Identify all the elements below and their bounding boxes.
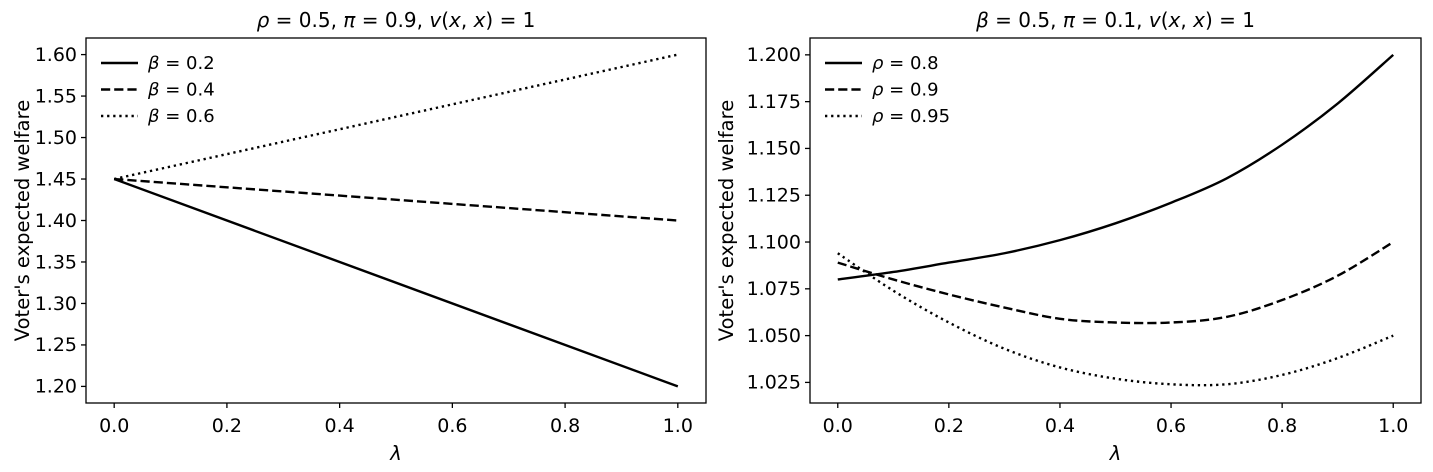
legend: ρ = 0.8 ρ = 0.9 ρ = 0.95 bbox=[825, 53, 950, 127]
legend-label-2: ρ = 0.9 bbox=[872, 80, 939, 101]
series-line-3 bbox=[837, 252, 1394, 387]
y-tick-label: 1.200 bbox=[747, 44, 801, 66]
y-tick-label: 1.45 bbox=[35, 168, 77, 190]
x-tick-label: 0.2 bbox=[934, 415, 964, 437]
series-line-1 bbox=[113, 177, 679, 388]
x-tick-label: 0.8 bbox=[1267, 415, 1297, 437]
series-line-2 bbox=[114, 177, 678, 222]
x-tick-label: 0.0 bbox=[823, 415, 853, 437]
y-tick-label: 1.150 bbox=[747, 138, 801, 160]
y-tick-label: 1.20 bbox=[35, 376, 77, 398]
panel-2-title: β = 0.5, π = 0.1, v(x, x) = 1 bbox=[975, 8, 1255, 32]
x-tick-label: 1.0 bbox=[663, 415, 693, 437]
y-tick-label: 1.50 bbox=[35, 127, 77, 149]
y-tick-label: 1.075 bbox=[747, 278, 801, 300]
series-line-1 bbox=[837, 53, 1395, 281]
legend-label-2: β = 0.4 bbox=[147, 80, 215, 101]
y-tick-label: 1.60 bbox=[35, 44, 77, 66]
y-tick-label: 1.25 bbox=[35, 334, 77, 356]
panel-2: 0.0 0.2 0.4 0.6 0.8 1.0 1.025 1.050 1.075 1.100 1.… bbox=[715, 8, 1422, 465]
x-tick-label: 0.0 bbox=[99, 415, 129, 437]
x-tick-label: 0.8 bbox=[550, 415, 580, 437]
x-tick-label: 0.6 bbox=[437, 415, 467, 437]
axes-box bbox=[809, 37, 1422, 404]
y-axis-label: Voter's expected welfare bbox=[11, 100, 34, 341]
x-tick-label: 0.6 bbox=[1156, 415, 1186, 437]
y-tick-label: 1.55 bbox=[35, 85, 77, 107]
x-tick-label: 1.0 bbox=[1378, 415, 1408, 437]
y-tick-label: 1.050 bbox=[747, 325, 801, 347]
legend-label-1: β = 0.2 bbox=[147, 53, 215, 74]
panel-1-title: ρ = 0.5, π = 0.9, v(x, x) = 1 bbox=[257, 8, 536, 32]
x-tick-label: 0.4 bbox=[325, 415, 355, 437]
panel-1: 0.0 0.2 0.4 0.6 0.8 1.0 1.20 1.25 1.30 1.35 1.40 1.… bbox=[11, 8, 707, 465]
legend-label-1: ρ = 0.8 bbox=[872, 53, 939, 74]
x-axis-label: λ bbox=[389, 442, 402, 465]
y-tick-label: 1.40 bbox=[35, 210, 77, 232]
series-line-3 bbox=[113, 53, 679, 181]
y-tick-label: 1.025 bbox=[747, 372, 801, 394]
legend-label-3: β = 0.6 bbox=[147, 106, 215, 127]
y-tick-label: 1.35 bbox=[35, 251, 77, 273]
x-tick-label: 0.4 bbox=[1045, 415, 1075, 437]
legend: β = 0.2 β = 0.4 β = 0.6 bbox=[101, 53, 215, 127]
y-tick-label: 1.125 bbox=[747, 185, 801, 207]
y-tick-label: 1.175 bbox=[747, 91, 801, 113]
series-line-2 bbox=[837, 241, 1394, 325]
y-tick-label: 1.100 bbox=[747, 231, 801, 253]
axes-box bbox=[85, 37, 707, 404]
x-axis-label: λ bbox=[1109, 442, 1122, 465]
y-axis-label: Voter's expected welfare bbox=[715, 100, 738, 341]
x-tick-label: 0.2 bbox=[212, 415, 242, 437]
legend-label-3: ρ = 0.95 bbox=[872, 106, 950, 127]
y-tick-label: 1.30 bbox=[35, 293, 77, 315]
